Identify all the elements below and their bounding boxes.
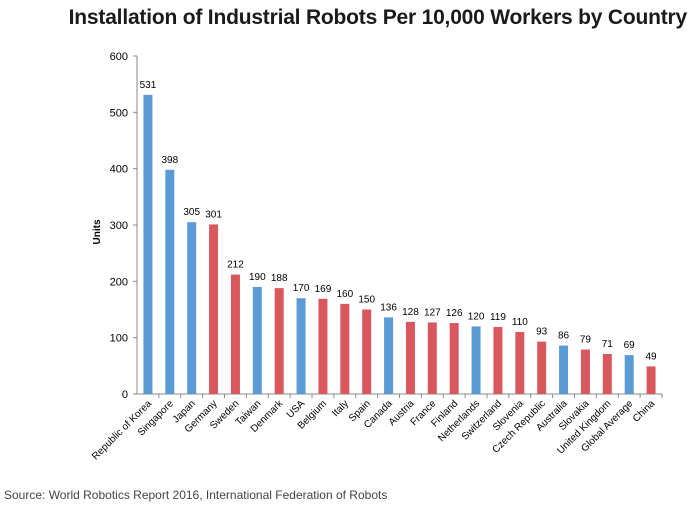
bar-value-label: 305 [183, 207, 200, 218]
y-axis-label: Units [92, 219, 103, 244]
bar [559, 345, 569, 394]
bar [296, 298, 306, 394]
bar [427, 322, 437, 394]
chart-title: Installation of Industrial Robots Per 10… [68, 6, 688, 29]
y-tick-label: 0 [122, 389, 128, 401]
bar-value-label: 79 [580, 334, 592, 345]
bar-value-label: 119 [490, 312, 506, 323]
bar [602, 354, 612, 394]
y-tick-label: 300 [110, 220, 128, 232]
bar [340, 303, 350, 394]
bar [405, 321, 415, 394]
bar-value-label: 301 [205, 209, 222, 220]
bar-value-label: 169 [315, 284, 332, 295]
bar [362, 309, 372, 394]
bar [143, 94, 153, 395]
bar-value-label: 531 [140, 80, 157, 91]
x-tick-label: China [631, 398, 658, 425]
bar [187, 222, 197, 394]
bar-value-label: 190 [249, 272, 266, 283]
bar [515, 332, 525, 394]
bar-value-label: 120 [468, 311, 485, 322]
bar [646, 366, 656, 394]
bar [252, 286, 262, 394]
bar [537, 341, 547, 394]
y-tick-label: 500 [110, 107, 128, 119]
bar [580, 349, 590, 394]
y-tick-label: 100 [110, 333, 128, 345]
bar-value-label: 110 [512, 317, 528, 328]
bar-value-label: 69 [624, 340, 636, 351]
bar [471, 326, 481, 394]
bar-value-label: 170 [293, 283, 310, 294]
y-tick-label: 200 [110, 276, 128, 288]
bar-value-label: 160 [336, 289, 353, 300]
source-note: Source: World Robotics Report 2016, Inte… [4, 488, 388, 502]
bar [449, 323, 459, 394]
bar [165, 169, 175, 394]
bar-value-label: 212 [227, 260, 244, 271]
y-tick-label: 600 [110, 51, 128, 63]
bar-value-label: 86 [558, 331, 570, 342]
bar [384, 317, 394, 394]
bar-value-label: 126 [446, 308, 463, 319]
bar-value-label: 188 [271, 273, 288, 284]
bar [274, 288, 284, 394]
y-tick-label: 400 [110, 164, 128, 176]
bar [318, 298, 328, 394]
bar [230, 274, 240, 394]
bar-value-label: 128 [402, 307, 419, 318]
bar-value-label: 127 [424, 307, 441, 318]
bar [209, 224, 219, 394]
bar [624, 355, 634, 394]
bar-value-label: 150 [358, 295, 375, 306]
value-labels: 531 398 305 301 212 190 188 170 169 160 150 136 128 1… [140, 80, 657, 363]
category-labels: Republic of KoreaSingaporeJapanGermanySw… [90, 394, 663, 462]
bar-series [143, 94, 656, 395]
bar-value-label: 49 [646, 351, 658, 362]
bar-value-label: 93 [536, 327, 548, 338]
bar-value-label: 398 [161, 155, 178, 166]
bar-value-label: 136 [380, 302, 397, 313]
bar [493, 326, 503, 394]
bar-value-label: 71 [602, 339, 614, 350]
